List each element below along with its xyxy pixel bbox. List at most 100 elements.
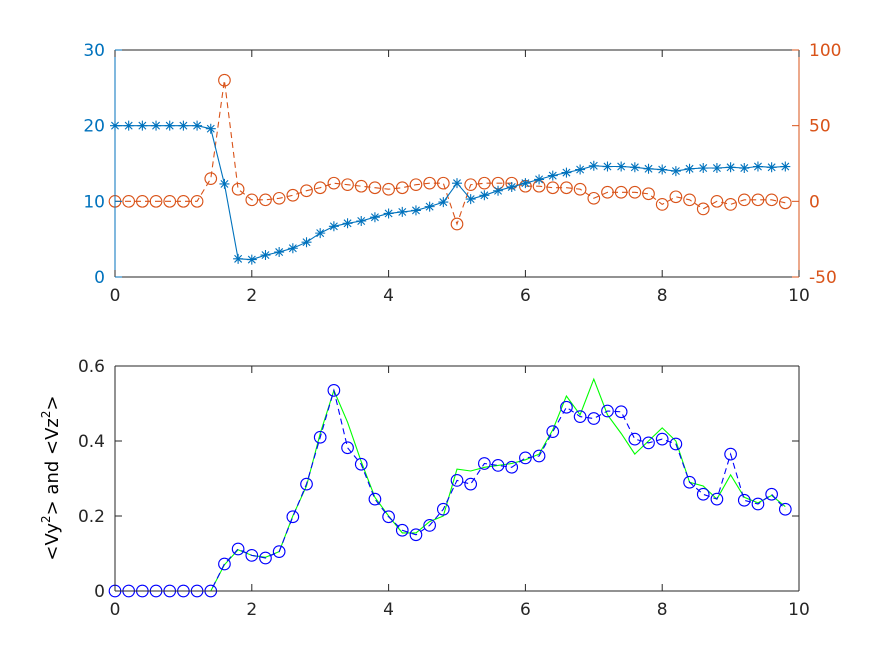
top-x-tick-label: 0 bbox=[110, 286, 121, 306]
right-series-marker bbox=[450, 217, 464, 231]
bottom-y-tick-label: 0 bbox=[94, 582, 105, 602]
right-series-marker bbox=[272, 191, 286, 205]
bottom-y-tick-label: 0.2 bbox=[78, 507, 105, 527]
blue-series-marker bbox=[669, 437, 683, 451]
blue-series-marker bbox=[737, 493, 751, 507]
blue-series-marker bbox=[519, 451, 532, 465]
left-series-marker bbox=[684, 163, 695, 174]
right-series-marker bbox=[655, 198, 669, 211]
ylabel-part-3: > bbox=[42, 395, 63, 410]
left-series-marker bbox=[383, 208, 394, 219]
bottom-x-tick-label: 6 bbox=[520, 600, 531, 620]
blue-series-marker bbox=[450, 474, 464, 487]
blue-series-marker bbox=[368, 492, 382, 506]
bottom-y-tick-label: 0.6 bbox=[78, 357, 105, 377]
right-series-marker bbox=[327, 176, 341, 190]
left-series-marker bbox=[452, 178, 462, 189]
blue-series-marker bbox=[382, 510, 395, 524]
blue-series-marker bbox=[696, 487, 710, 501]
top-x-tick-label: 8 bbox=[657, 286, 668, 306]
left-series-marker bbox=[151, 120, 162, 131]
blue-series-marker bbox=[573, 410, 587, 423]
top-x-tick-label: 2 bbox=[246, 286, 257, 306]
left-series-marker bbox=[711, 163, 722, 174]
ylabel-part-2: > and <Vz bbox=[42, 418, 63, 515]
right-series-marker bbox=[122, 194, 136, 208]
blue-series-marker bbox=[218, 557, 231, 571]
top-x-tick-label: 10 bbox=[788, 286, 810, 306]
left-series-marker bbox=[410, 205, 421, 216]
blue-series-marker bbox=[464, 477, 478, 491]
right-series-marker bbox=[136, 194, 149, 208]
bottom-x-tick-label: 2 bbox=[246, 600, 257, 620]
bottom-y-axis-label: <Vy2> and <Vz2> bbox=[39, 395, 63, 560]
blue-series-marker bbox=[300, 477, 313, 491]
blue-series-marker bbox=[505, 460, 519, 474]
left-series-marker bbox=[315, 228, 326, 239]
right-series-marker bbox=[696, 202, 710, 216]
bottom-x-tick-label: 0 bbox=[110, 600, 121, 620]
left-series-marker bbox=[493, 185, 504, 196]
left-series-marker bbox=[287, 243, 298, 254]
bottom-y-tick-label: 0.4 bbox=[78, 432, 105, 452]
right-series-marker bbox=[737, 193, 751, 207]
right-series-marker bbox=[560, 181, 573, 195]
left-series-marker bbox=[233, 253, 244, 264]
left-series-marker bbox=[575, 164, 586, 175]
blue-series-marker bbox=[710, 492, 724, 506]
blue-series-marker bbox=[751, 497, 765, 511]
top-y-tick-label: 30 bbox=[83, 41, 105, 61]
right-series-marker bbox=[601, 185, 614, 199]
right-series-marker bbox=[464, 178, 478, 192]
top-series-layer bbox=[108, 73, 792, 265]
blue-series-marker bbox=[231, 542, 245, 556]
left-series-marker bbox=[616, 161, 627, 172]
left-series-marker bbox=[301, 237, 312, 248]
right-series-marker bbox=[163, 194, 177, 208]
right-series-marker bbox=[259, 193, 272, 207]
left-series-marker bbox=[752, 161, 763, 172]
right-series-marker bbox=[628, 185, 642, 199]
top-x-tick-label: 6 bbox=[520, 286, 531, 306]
top-x-tick-label: 4 bbox=[383, 286, 394, 306]
top-right-y-tick-label: 0 bbox=[809, 192, 820, 212]
left-series-marker bbox=[424, 201, 435, 212]
right-series-marker bbox=[409, 178, 423, 192]
top-y-tick-label: 20 bbox=[83, 117, 105, 137]
left-series-marker bbox=[506, 181, 517, 192]
left-series-marker bbox=[438, 197, 449, 208]
left-series-marker bbox=[260, 250, 271, 261]
left-series-marker bbox=[520, 178, 531, 189]
top-y-tick-label: 10 bbox=[83, 192, 105, 212]
ylabel-superscript-1: 2 bbox=[39, 515, 53, 523]
left-series-marker bbox=[725, 162, 736, 173]
blue-series-marker bbox=[272, 545, 286, 558]
right-series-marker bbox=[669, 190, 683, 204]
right-series-marker bbox=[204, 172, 218, 185]
left-series-marker bbox=[219, 178, 230, 189]
blue-series-marker bbox=[765, 487, 778, 501]
ylabel-superscript-2: 2 bbox=[39, 411, 53, 419]
left-series-marker bbox=[629, 162, 640, 173]
left-series-marker bbox=[246, 254, 257, 265]
blue-series-marker bbox=[628, 432, 642, 446]
blue-series-marker bbox=[423, 519, 436, 532]
left-series-marker bbox=[698, 163, 709, 174]
left-series-marker bbox=[534, 174, 545, 185]
left-series-marker bbox=[178, 120, 189, 131]
left-series-marker bbox=[192, 120, 203, 131]
right-series-marker bbox=[751, 193, 765, 207]
right-series-marker bbox=[177, 194, 190, 208]
right-series-marker bbox=[149, 194, 163, 208]
right-series-marker bbox=[642, 187, 655, 201]
right-series-marker bbox=[245, 193, 259, 207]
right-series-marker bbox=[765, 193, 778, 207]
blue-series-marker bbox=[655, 432, 669, 446]
left-series-marker bbox=[356, 216, 367, 227]
blue-series-marker bbox=[546, 425, 560, 438]
top-y-tick-label: 0 bbox=[94, 268, 105, 288]
left-series-marker bbox=[657, 164, 668, 175]
blue-series-marker bbox=[560, 400, 573, 414]
